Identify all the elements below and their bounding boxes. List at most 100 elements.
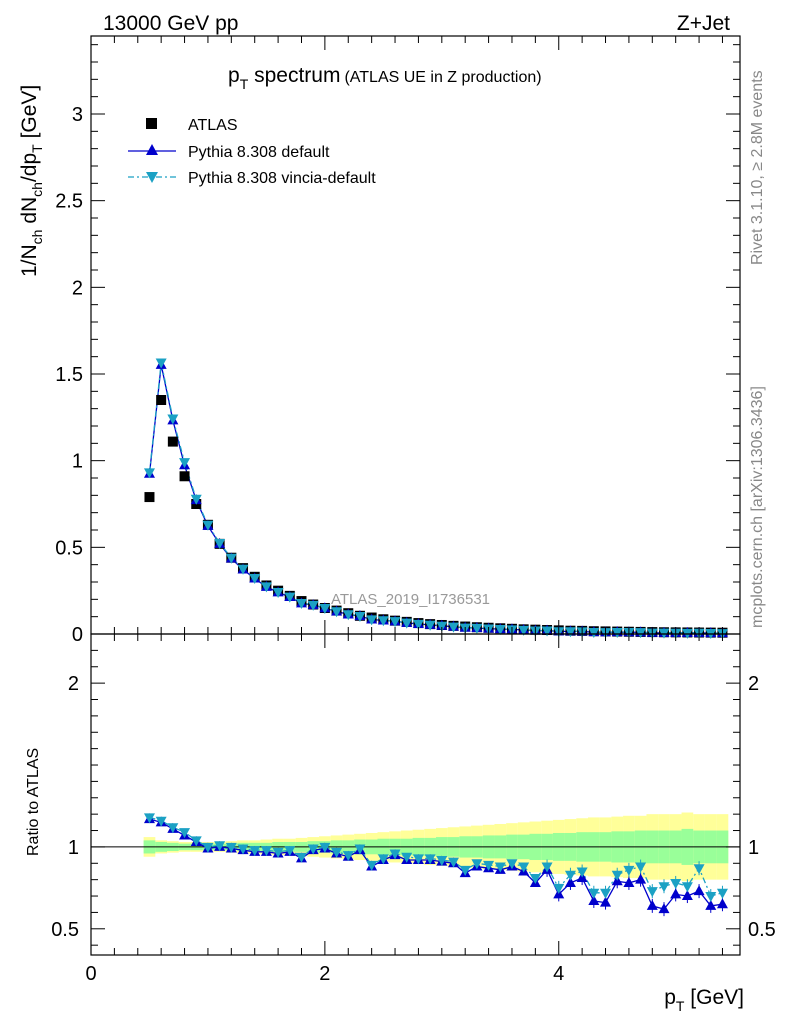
ratio-point-vincia bbox=[471, 859, 483, 870]
data-point-vincia bbox=[331, 607, 343, 618]
ratio-point-vincia bbox=[635, 862, 647, 873]
data-point-vincia bbox=[635, 628, 647, 639]
data-point-atlas bbox=[156, 395, 167, 405]
ratio-point-vincia bbox=[670, 878, 682, 889]
ratio-point-vincia bbox=[553, 883, 565, 894]
y-tick-label-upper: 1 bbox=[72, 451, 83, 473]
ratio-point-vincia bbox=[202, 842, 214, 853]
ratio-point-default bbox=[564, 876, 576, 887]
legend-label-vincia: Pythia 8.308 vincia-default bbox=[188, 170, 376, 187]
ratio-point-vincia bbox=[401, 852, 413, 863]
ratio-point-vincia bbox=[611, 870, 623, 881]
ratio-point-vincia bbox=[342, 851, 354, 862]
ratio-point-default bbox=[600, 896, 612, 907]
y-axis-label-upper: 1/Nch dNch/dpT [GeV] bbox=[18, 85, 45, 277]
ratio-point-vincia bbox=[459, 865, 471, 876]
ratio-point-vincia bbox=[237, 844, 249, 855]
data-point-vincia bbox=[155, 358, 167, 369]
data-point-vincia bbox=[518, 625, 530, 636]
ratio-point-vincia bbox=[354, 844, 366, 855]
ratio-point-default bbox=[646, 899, 658, 910]
ratio-point-vincia bbox=[377, 854, 389, 865]
ratio-point-vincia bbox=[518, 862, 530, 873]
ratio-point-default bbox=[716, 898, 728, 909]
ratio-point-vincia bbox=[424, 854, 436, 865]
ratio-point-vincia bbox=[155, 816, 167, 827]
ratio-uncertainty-bands bbox=[91, 812, 740, 882]
data-point-vincia bbox=[424, 620, 436, 631]
y-tick-label-lower-left: 0.5 bbox=[51, 919, 79, 941]
ratio-point-vincia bbox=[693, 864, 705, 875]
rivet-label: Rivet 3.1.10, ≥ 2.8M events bbox=[749, 70, 766, 265]
ratio-point-vincia bbox=[167, 823, 179, 834]
data-point-vincia bbox=[389, 617, 401, 628]
ratio-point-vincia bbox=[576, 867, 588, 878]
y-axis-label-lower: Ratio to ATLAS bbox=[25, 748, 42, 856]
data-point-vincia bbox=[319, 604, 331, 614]
data-point-vincia bbox=[564, 627, 576, 638]
ratio-point-vincia bbox=[214, 841, 226, 852]
ratio-point-vincia bbox=[225, 842, 237, 853]
legend-label-default: Pythia 8.308 default bbox=[188, 144, 330, 161]
lower-panel-marks bbox=[143, 813, 728, 917]
chart-title: pT spectrum (ATLAS UE in Z production) bbox=[228, 64, 542, 92]
ratio-point-default bbox=[658, 903, 670, 914]
data-point-vincia bbox=[202, 520, 214, 531]
data-point-atlas bbox=[179, 471, 190, 482]
ratio-point-vincia bbox=[412, 854, 424, 865]
ratio-point-vincia bbox=[483, 860, 495, 871]
data-point-atlas bbox=[144, 492, 155, 503]
legend-marker-atlas bbox=[146, 118, 157, 129]
data-point-vincia bbox=[377, 616, 389, 627]
ratio-point-vincia bbox=[448, 857, 460, 868]
ratio-point-vincia bbox=[319, 842, 331, 853]
x-tick-label: 4 bbox=[553, 963, 564, 985]
ratio-point-vincia bbox=[716, 888, 728, 899]
ratio-point-vincia bbox=[389, 849, 401, 860]
data-point-vincia bbox=[167, 414, 179, 425]
data-point-vincia bbox=[284, 592, 296, 603]
ratio-point-vincia bbox=[272, 847, 284, 858]
data-point-vincia bbox=[307, 600, 319, 611]
data-point-vincia bbox=[143, 468, 155, 479]
ratio-point-vincia bbox=[249, 846, 261, 857]
data-point-vincia bbox=[412, 619, 424, 630]
data-point-vincia bbox=[237, 564, 249, 575]
data-point-vincia bbox=[436, 621, 448, 632]
axes: 0 2 4 0 0.5 1 1.5 2 2.5 3 0.5 0.5 1 1 2 2 bbox=[51, 35, 776, 985]
y-tick-label-upper: 0 bbox=[72, 624, 83, 646]
process-label: Z+Jet bbox=[677, 12, 730, 35]
ratio-point-vincia bbox=[600, 888, 612, 899]
data-point-vincia bbox=[342, 610, 354, 621]
ratio-point-vincia bbox=[295, 852, 307, 863]
ratio-point-vincia bbox=[436, 856, 448, 867]
ratio-point-default bbox=[681, 890, 693, 901]
data-point-vincia bbox=[541, 626, 553, 637]
legend-marker-default bbox=[146, 144, 158, 155]
data-point-vincia bbox=[179, 458, 191, 469]
data-point-vincia bbox=[249, 573, 261, 584]
data-point-atlas bbox=[167, 436, 178, 447]
y-tick-label-upper: 2.5 bbox=[55, 191, 83, 213]
y-tick-label-upper: 2 bbox=[72, 277, 83, 299]
data-point-vincia bbox=[225, 553, 237, 564]
energy-label: 13000 GeV pp bbox=[103, 12, 238, 35]
data-point-vincia bbox=[295, 599, 307, 610]
lower-frame bbox=[90, 633, 741, 956]
ratio-point-vincia bbox=[260, 846, 272, 857]
y-tick-label-lower-right: 2 bbox=[748, 673, 759, 695]
x-tick-label: 2 bbox=[319, 963, 330, 985]
ratio-point-vincia bbox=[564, 870, 576, 881]
ratio-point-vincia bbox=[143, 813, 155, 824]
y-tick-label-upper: 3 bbox=[72, 104, 83, 126]
legend-marker-vincia bbox=[146, 172, 158, 183]
ratio-point-vincia bbox=[331, 847, 343, 858]
ratio-point-vincia bbox=[623, 865, 635, 876]
ratio-point-vincia bbox=[646, 887, 658, 898]
y-tick-label-lower-left: 2 bbox=[68, 673, 79, 695]
ratio-point-vincia bbox=[307, 844, 319, 855]
data-point-vincia bbox=[448, 622, 460, 633]
data-point-vincia bbox=[588, 628, 600, 639]
ratio-point-vincia bbox=[705, 892, 717, 903]
y-tick-label-lower-left: 1 bbox=[68, 837, 79, 859]
